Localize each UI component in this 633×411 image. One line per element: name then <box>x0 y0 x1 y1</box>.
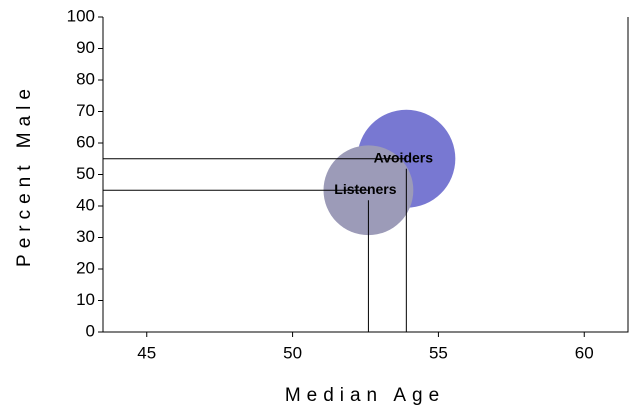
y-tick-label: 20 <box>76 258 95 277</box>
x-tick-label: 60 <box>575 343 594 362</box>
y-axis-title: Percent Male <box>14 83 35 267</box>
y-tick-label: 90 <box>76 38 95 57</box>
x-tick-label: 55 <box>429 343 448 362</box>
y-tick-label: 100 <box>67 6 95 25</box>
x-axis-title: Median Age <box>285 385 445 406</box>
plot-frame <box>102 17 629 333</box>
bubble-label: Avoiders <box>374 149 434 165</box>
x-tick-label: 45 <box>137 343 156 362</box>
y-tick-label: 30 <box>76 227 95 246</box>
x-tick-label: 50 <box>283 343 302 362</box>
y-tick-label: 10 <box>76 290 95 309</box>
y-tick-label: 0 <box>86 321 95 340</box>
y-tick-label: 70 <box>76 101 95 120</box>
y-tick-label: 50 <box>76 164 95 183</box>
bubble-label: Listeners <box>334 181 396 197</box>
y-tick-label: 40 <box>76 195 95 214</box>
y-tick-label: 80 <box>76 69 95 88</box>
y-tick-label: 60 <box>76 132 95 151</box>
